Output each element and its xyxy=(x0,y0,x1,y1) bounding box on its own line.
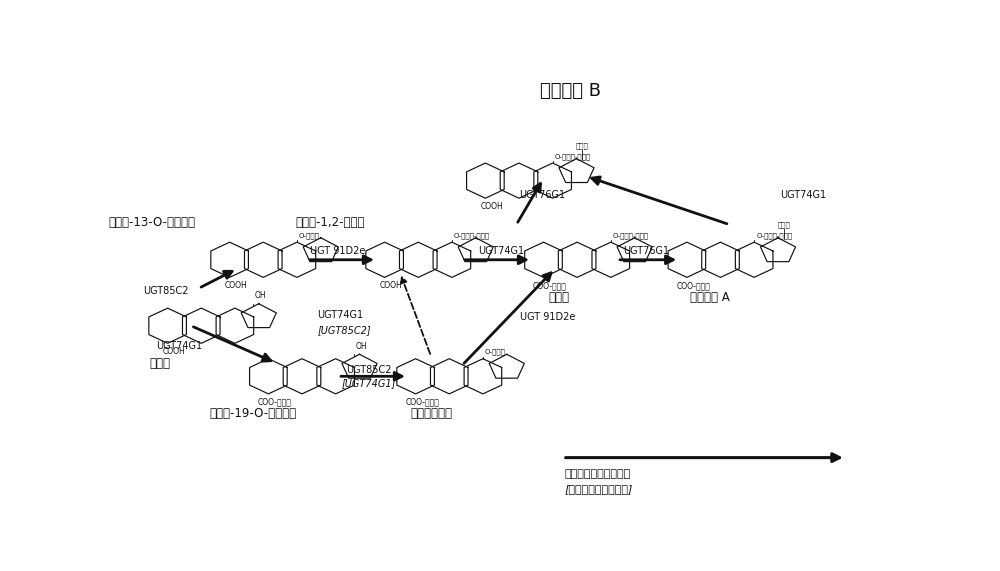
Text: O-葡萄糖: O-葡萄糖 xyxy=(485,348,506,355)
Text: UGT85C2: UGT85C2 xyxy=(346,365,392,375)
Text: OH: OH xyxy=(255,291,267,300)
Text: UGT85C2: UGT85C2 xyxy=(143,286,189,296)
Text: 甜菊苷: 甜菊苷 xyxy=(548,291,570,304)
Text: 莱鲍迪苷 B: 莱鲍迪苷 B xyxy=(540,82,601,100)
Text: UGT74G1: UGT74G1 xyxy=(156,340,202,351)
Text: 甜菊醇-19-O-葡萄糖苷: 甜菊醇-19-O-葡萄糖苷 xyxy=(209,407,296,420)
Text: UGT74G1: UGT74G1 xyxy=(478,246,524,256)
Text: [以低效率发生的反应]: [以低效率发生的反应] xyxy=(564,484,633,494)
Text: COO-葡萄糖: COO-葡萄糖 xyxy=(676,281,710,290)
Text: [UGT74G1]: [UGT74G1] xyxy=(342,378,396,388)
Text: 葡萄糖: 葡萄糖 xyxy=(576,142,589,149)
Text: COOH: COOH xyxy=(380,281,403,290)
Text: COOH: COOH xyxy=(225,281,248,290)
Text: O-葡萄糖: O-葡萄糖 xyxy=(299,232,320,239)
Text: 葡萄糖: 葡萄糖 xyxy=(777,222,790,228)
Text: UGT 91D2e: UGT 91D2e xyxy=(520,312,576,322)
Text: UGT 91D2e: UGT 91D2e xyxy=(310,246,366,256)
Text: OH: OH xyxy=(356,342,367,351)
Text: UGT74G1: UGT74G1 xyxy=(780,190,826,200)
Text: 甜叶悬钩子苷: 甜叶悬钩子苷 xyxy=(410,407,452,420)
Text: [UGT85C2]: [UGT85C2] xyxy=(317,325,371,335)
Text: 莱鲍迪苷 A: 莱鲍迪苷 A xyxy=(690,291,730,304)
Text: 甜菊醇-1,2-二糖苷: 甜菊醇-1,2-二糖苷 xyxy=(296,216,365,229)
Text: UGT74G1: UGT74G1 xyxy=(317,309,363,320)
Text: 显示的体外发生的反应: 显示的体外发生的反应 xyxy=(564,469,631,478)
Text: O-葡萄糖-葡萄糖: O-葡萄糖-葡萄糖 xyxy=(756,232,792,239)
Text: UGT76G1: UGT76G1 xyxy=(623,246,669,256)
Text: COO-葡萄糖: COO-葡萄糖 xyxy=(533,281,567,290)
Text: O-葡萄糖-葡萄糖: O-葡萄糖-葡萄糖 xyxy=(454,232,490,239)
Text: COO-葡萄糖: COO-葡萄糖 xyxy=(405,397,439,407)
Text: COOH: COOH xyxy=(163,347,186,356)
Text: O-葡萄糖-葡萄糖: O-葡萄糖-葡萄糖 xyxy=(555,153,591,159)
Text: COOH: COOH xyxy=(481,202,503,211)
Text: UGT76G1: UGT76G1 xyxy=(519,190,565,200)
Text: 甜菊醇: 甜菊醇 xyxy=(149,356,170,369)
Text: COO-葡萄糖: COO-葡萄糖 xyxy=(258,397,292,407)
Text: 甜菊醇-13-O-葡萄糖苷: 甜菊醇-13-O-葡萄糖苷 xyxy=(109,216,196,229)
Text: O-葡萄糖-葡萄糖: O-葡萄糖-葡萄糖 xyxy=(613,232,649,239)
